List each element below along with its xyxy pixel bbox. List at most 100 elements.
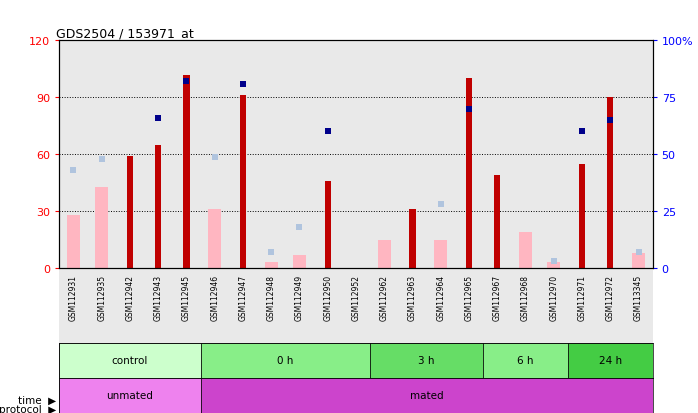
Bar [455,268,483,343]
Text: GSM112942: GSM112942 [126,274,135,320]
Bar [144,41,172,268]
Bar [547,263,560,268]
Bar [229,41,257,268]
Bar [434,240,447,268]
Bar [127,157,133,268]
Bar [342,268,370,343]
Bar [67,216,80,268]
Bar [229,268,257,343]
Text: GSM112964: GSM112964 [436,274,445,320]
Bar [96,187,108,268]
Text: GSM112946: GSM112946 [210,274,219,320]
Bar [172,41,200,268]
Bar [494,176,500,268]
Bar [596,41,625,268]
Bar [87,268,116,343]
Text: 0 h: 0 h [277,355,294,366]
Text: GSM113345: GSM113345 [634,274,643,320]
Bar [399,41,426,268]
Bar [483,268,512,343]
Bar [519,233,532,268]
Bar [116,268,144,343]
Bar [632,253,645,268]
Text: GSM112967: GSM112967 [493,274,502,320]
Bar [200,378,653,413]
Bar [293,255,306,268]
Text: GDS2504 / 153971_at: GDS2504 / 153971_at [57,27,194,40]
Bar [285,41,313,268]
Bar [426,268,455,343]
Bar [313,268,342,343]
Text: protocol  ▶: protocol ▶ [0,404,56,413]
Text: mated: mated [410,390,443,401]
Bar [59,268,87,343]
Bar [596,268,625,343]
Bar [265,263,278,268]
Text: unmated: unmated [107,390,154,401]
Text: GSM112962: GSM112962 [380,274,389,320]
Bar [116,41,144,268]
Bar [455,41,483,268]
Bar [370,41,399,268]
Bar [200,268,229,343]
Text: GSM112952: GSM112952 [352,274,360,320]
Text: GSM112935: GSM112935 [97,274,106,320]
Text: 6 h: 6 h [517,355,534,366]
Text: GSM112971: GSM112971 [577,274,586,320]
Text: control: control [112,355,148,366]
Bar [399,268,426,343]
Bar [144,268,172,343]
Bar [155,145,161,268]
Text: time  ▶: time ▶ [17,395,56,405]
Bar [59,41,87,268]
Bar [200,41,229,268]
Bar [512,268,540,343]
Bar [342,41,370,268]
Bar [483,41,512,268]
Bar [378,240,391,268]
Bar [285,268,313,343]
Bar [540,268,568,343]
Bar [240,96,246,268]
Bar [257,41,285,268]
Bar [568,41,596,268]
Bar [313,41,342,268]
Text: GSM112950: GSM112950 [323,274,332,320]
Bar [426,41,455,268]
Bar [325,181,331,268]
Bar [512,41,540,268]
Text: GSM112968: GSM112968 [521,274,530,320]
Text: GSM112963: GSM112963 [408,274,417,320]
Text: GSM112947: GSM112947 [239,274,248,320]
Text: GSM112965: GSM112965 [464,274,473,320]
Text: GSM112970: GSM112970 [549,274,558,320]
Bar [579,164,585,268]
Bar [466,79,472,268]
Bar [257,268,285,343]
Bar [200,343,370,378]
Bar [540,41,568,268]
Bar [370,343,483,378]
Bar [568,343,653,378]
Bar [209,210,221,268]
Text: GSM112931: GSM112931 [69,274,78,320]
Bar [625,268,653,343]
Bar [172,268,200,343]
Text: GSM112949: GSM112949 [295,274,304,320]
Text: 24 h: 24 h [599,355,622,366]
Bar [409,210,415,268]
Text: GSM112972: GSM112972 [606,274,615,320]
Text: GSM112943: GSM112943 [154,274,163,320]
Bar [607,98,614,268]
Bar [59,343,200,378]
Bar [370,268,399,343]
Text: GSM112948: GSM112948 [267,274,276,320]
Bar [87,41,116,268]
Bar [625,41,653,268]
Text: GSM112945: GSM112945 [182,274,191,320]
Text: 3 h: 3 h [418,355,435,366]
Bar [568,268,596,343]
Bar [59,378,200,413]
Bar [483,343,568,378]
Bar [184,75,190,268]
